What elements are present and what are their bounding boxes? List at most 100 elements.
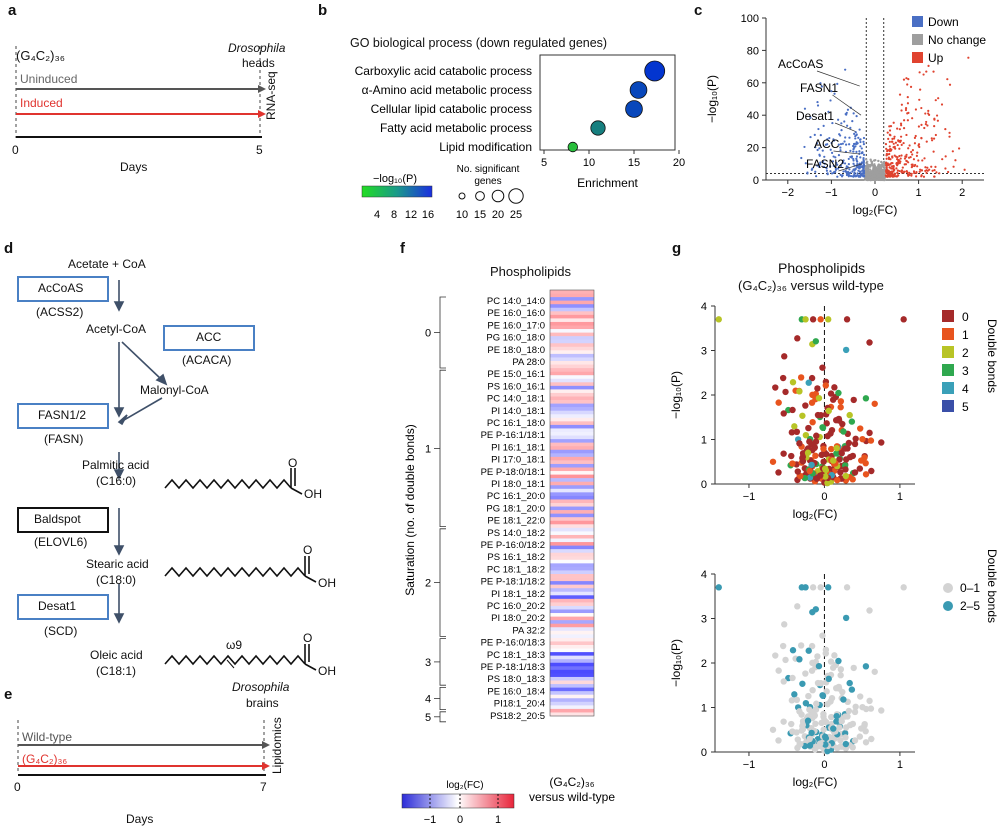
go-dot: [644, 60, 666, 82]
volcano-g-top-point: [822, 473, 829, 480]
volcano-g-top-point: [862, 395, 870, 402]
volcano-g-bottom-point: [788, 720, 795, 728]
volcano-c-point-up: [905, 133, 908, 137]
volcano-g-top-point: [817, 316, 824, 323]
volcano-c-point-down: [852, 150, 855, 153]
volcano-c-point-up: [906, 83, 909, 86]
volcano-c-point-down: [849, 149, 852, 152]
heatmap-cell: [550, 648, 594, 653]
volcano-c-point-down: [862, 158, 865, 162]
volcano-c-point-down: [857, 136, 860, 139]
volcano-c-point-down: [838, 133, 841, 136]
volcano-c-point-nc: [874, 158, 877, 162]
volcano-c-point-down: [861, 174, 864, 177]
volcano-c-point-down: [860, 152, 863, 155]
volcano-g-bottom-point: [819, 692, 826, 699]
volcano-c-point-up: [918, 98, 921, 101]
volcano-c-point-up: [897, 160, 900, 163]
volcano-c-point-down: [819, 161, 822, 164]
go-x-tick: 5: [541, 157, 547, 169]
volcano-c-point-up: [947, 170, 950, 174]
volcano-c-point-up: [930, 137, 933, 140]
lipid-label: PI 16:1_18:1: [491, 442, 545, 453]
volcano-g-bottom-point: [851, 708, 859, 716]
volcano-c-point-up: [917, 143, 921, 146]
heatmap-cell: [550, 570, 594, 575]
go-colorbar-tick: 12: [405, 209, 417, 220]
lipid-label: PE 18:1_22:0: [487, 516, 545, 527]
volcano-c-point-down: [852, 159, 855, 162]
volcano-g-bottom-point: [796, 656, 803, 663]
volcano-g-x-tick: 1: [897, 759, 903, 771]
volcano-c-point-up: [958, 147, 961, 150]
volcano-c-point-down: [821, 160, 825, 163]
volcano-c-point-down: [856, 172, 859, 175]
volcano-c-ylabel: −log₁₀(P): [705, 75, 719, 123]
volcano-plot-c: 0 20 40 60 80 100 −2 −1 0 1 2 log₂(FC) −log₁₀(P) AcCo…: [705, 13, 986, 217]
volcano-g-bottom-point: [789, 674, 796, 682]
volcano-g-top-point: [837, 398, 845, 405]
volcano-g-top-point: [808, 374, 816, 382]
volcano-g-bottom-point: [780, 678, 787, 685]
heatmap-title: Phospholipids: [490, 264, 571, 279]
go-size-tick: 15: [474, 209, 486, 220]
elovl6-label: (ELOVL6): [34, 535, 88, 549]
heatmap-cell: [550, 652, 594, 656]
volcano-c-point-nc: [881, 172, 884, 175]
lipid-label: PS 16:1_18:2: [487, 552, 545, 563]
volcano-c-point-down: [849, 171, 852, 174]
volcano-g-top-point: [871, 400, 878, 407]
volcano-c-point-up: [890, 170, 893, 173]
volcano-c-point-up: [920, 106, 923, 110]
volcano-g-top-point: [866, 339, 873, 346]
volcano-c-point-up: [890, 174, 893, 177]
lipid-label: PC 18:1_18:2: [487, 564, 545, 575]
volcano-c-point-up: [926, 124, 929, 127]
volcano-c-point-nc: [869, 173, 872, 177]
volcano-c-point-down: [832, 138, 835, 141]
panel-a-timeline: [15, 46, 266, 138]
heatmap-cell: [550, 563, 594, 568]
volcano-g-top-point: [715, 316, 722, 323]
heatmap-cell: [550, 694, 594, 699]
volcano-g-y-tick: 4: [701, 569, 707, 581]
volcano-g-top-point: [794, 468, 801, 475]
g-legend-top-label: 5: [962, 400, 969, 414]
heatmap-cell: [550, 552, 594, 557]
volcano-g-x-tick: 1: [897, 491, 903, 503]
volcano-c-point-up: [911, 117, 914, 120]
g-legend-bottom-swatch: [943, 583, 953, 593]
volcano-g-bottom-point: [799, 680, 806, 687]
volcano-g-top-point: [824, 479, 831, 487]
volcano-c-point-down: [859, 170, 862, 173]
volcano-plots-g: 0 1 2 3 4 −1 0 1 log₂(FC) −log₁₀(P) 0 1 2 3 4 −1 0 1 log₂(…: [670, 301, 999, 789]
go-size-circle: [475, 191, 485, 201]
heatmap-cell: [550, 485, 594, 490]
heatmap-cell: [550, 392, 594, 397]
volcano-g-bottom-point: [814, 653, 821, 660]
fasn-label[interactable]: FASN1/2: [38, 408, 87, 422]
accoas-label[interactable]: AcCoAS: [38, 281, 84, 295]
panel-label-d: d: [4, 240, 14, 257]
heatmap-cell: [550, 446, 594, 451]
heatmap-cell: [550, 428, 594, 433]
volcano-c-point-up: [930, 139, 934, 142]
volcano-c-point-down: [848, 136, 851, 139]
volcano-g-bottom-point: [846, 679, 853, 687]
desat1-label[interactable]: Desat1: [38, 599, 77, 613]
heatmap-cell: [550, 435, 594, 440]
volcano-g-bottom-point: [842, 713, 849, 720]
volcano-c-point-up: [902, 141, 905, 145]
heatmap-cell: [550, 517, 594, 522]
volcano-g-y-tick: 4: [701, 301, 707, 313]
volcano-c-point-up: [890, 165, 894, 168]
gene-label: FASN2: [806, 157, 844, 171]
baldspot-label[interactable]: Baldspot: [34, 512, 81, 526]
acc-label[interactable]: ACC: [196, 330, 222, 344]
volcano-g-bottom-point: [836, 724, 843, 731]
volcano-c-point-down: [833, 92, 836, 95]
volcano-g-top-point: [802, 316, 809, 323]
volcano-c-point-up: [890, 167, 893, 170]
volcano-c-point-down: [839, 146, 842, 149]
volcano-c-point-up: [926, 169, 929, 172]
